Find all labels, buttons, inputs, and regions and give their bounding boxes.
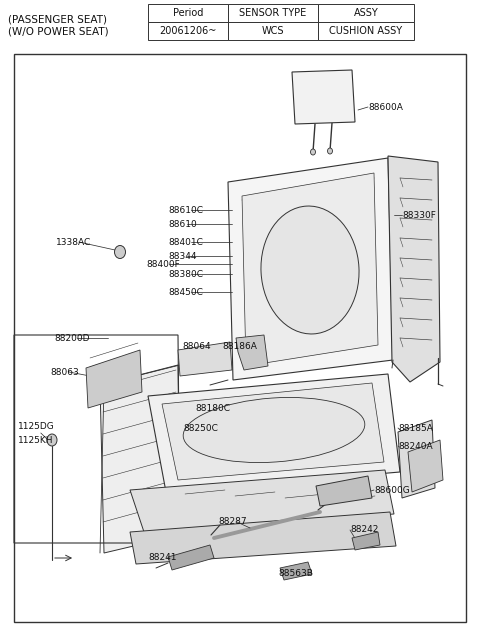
Polygon shape	[398, 420, 435, 498]
Text: Period: Period	[173, 8, 203, 18]
Polygon shape	[352, 532, 380, 550]
Polygon shape	[236, 335, 268, 370]
Text: WCS: WCS	[262, 26, 284, 36]
Text: (W/O POWER SEAT): (W/O POWER SEAT)	[8, 26, 108, 36]
Polygon shape	[242, 173, 378, 366]
Bar	[228, 22, 318, 40]
Text: 88064: 88064	[182, 342, 211, 351]
Text: 88600G: 88600G	[374, 486, 410, 495]
Text: 88240A: 88240A	[398, 442, 432, 451]
Text: 88610: 88610	[168, 220, 197, 228]
Text: 88600A: 88600A	[368, 102, 403, 111]
Bar	[148, 22, 228, 40]
Ellipse shape	[327, 148, 333, 154]
Polygon shape	[162, 383, 384, 480]
Text: ASSY: ASSY	[354, 8, 378, 18]
Text: 88185A: 88185A	[398, 424, 433, 433]
Text: 88401C: 88401C	[168, 237, 203, 246]
Text: 88250C: 88250C	[183, 424, 218, 433]
Text: 1125KH: 1125KH	[18, 435, 53, 445]
Bar	[318, 22, 414, 40]
Polygon shape	[178, 342, 232, 376]
Polygon shape	[408, 440, 443, 492]
Ellipse shape	[261, 206, 359, 334]
Polygon shape	[86, 350, 142, 408]
Text: 88450C: 88450C	[168, 287, 203, 296]
Text: 1338AC: 1338AC	[56, 237, 91, 246]
Bar	[148, 4, 228, 22]
Ellipse shape	[47, 434, 57, 446]
Polygon shape	[130, 512, 396, 564]
Text: 20061206~: 20061206~	[159, 26, 216, 36]
Text: 88241: 88241	[148, 554, 177, 563]
Text: 88380C: 88380C	[168, 269, 203, 278]
Polygon shape	[168, 545, 214, 570]
Polygon shape	[292, 70, 355, 124]
Text: 88242: 88242	[350, 525, 378, 534]
Text: 88063: 88063	[50, 367, 79, 376]
Text: 88563B: 88563B	[278, 570, 313, 579]
Text: 88330F: 88330F	[402, 211, 436, 220]
Polygon shape	[130, 470, 394, 532]
Text: SENSOR TYPE: SENSOR TYPE	[240, 8, 307, 18]
Polygon shape	[280, 562, 312, 580]
Ellipse shape	[115, 246, 125, 259]
Text: 88200D: 88200D	[54, 333, 89, 342]
Polygon shape	[228, 158, 393, 380]
Text: 88400F: 88400F	[146, 259, 180, 269]
Polygon shape	[100, 365, 180, 553]
Bar	[228, 4, 318, 22]
Text: 88287: 88287	[218, 518, 247, 527]
Polygon shape	[388, 156, 440, 382]
Text: 88344: 88344	[168, 252, 196, 260]
Text: 1125DG: 1125DG	[18, 422, 55, 431]
Text: 88186A: 88186A	[222, 342, 257, 351]
Text: (PASSENGER SEAT): (PASSENGER SEAT)	[8, 14, 107, 24]
Text: 88180C: 88180C	[195, 403, 230, 413]
Text: CUSHION ASSY: CUSHION ASSY	[329, 26, 403, 36]
Text: 88610C: 88610C	[168, 205, 203, 214]
Ellipse shape	[311, 149, 315, 155]
Bar	[318, 4, 414, 22]
Polygon shape	[316, 476, 372, 506]
Polygon shape	[148, 374, 400, 492]
Ellipse shape	[183, 397, 365, 463]
